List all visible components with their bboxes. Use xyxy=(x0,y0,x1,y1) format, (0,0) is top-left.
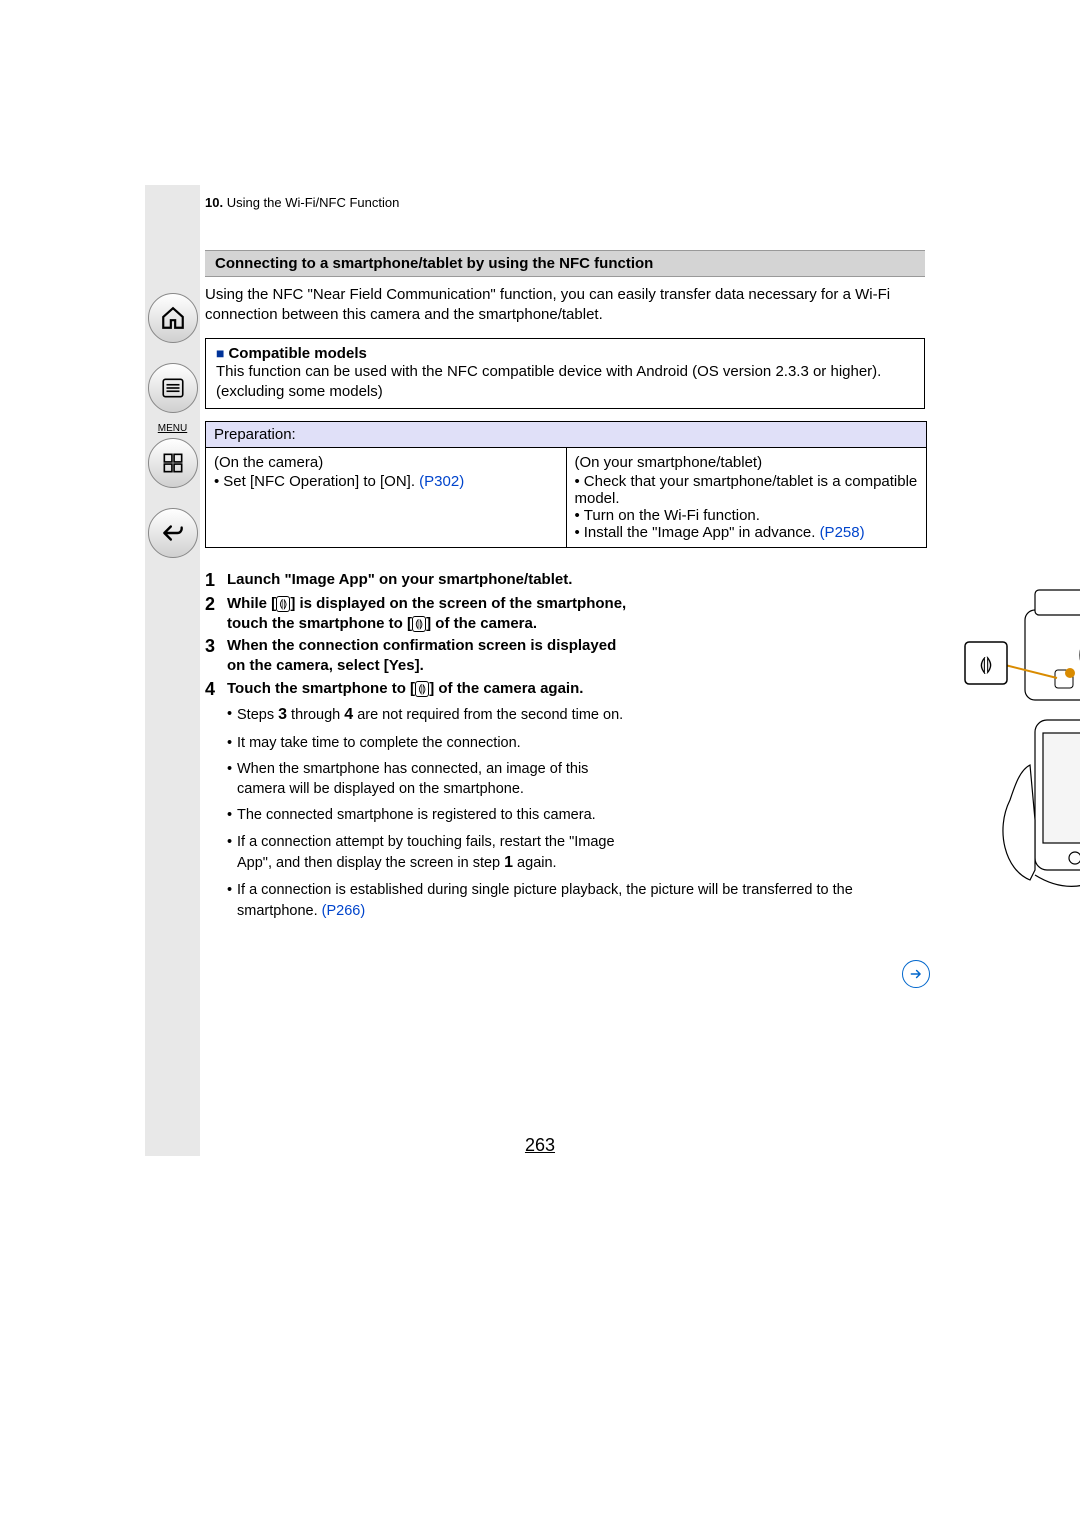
menu-label: MENU xyxy=(145,423,200,434)
prep-phone-title: (On your smartphone/tablet) xyxy=(575,454,919,471)
page: MENU 10. Using the Wi-Fi/NFC Function Co… xyxy=(0,0,1080,1526)
list-icon xyxy=(160,375,186,401)
grid-icon xyxy=(160,450,186,476)
page-number: 263 xyxy=(0,1135,1080,1156)
link-p302[interactable]: (P302) xyxy=(419,473,464,490)
svg-text:⟬⟭: ⟬⟭ xyxy=(979,654,992,674)
section-title: Connecting to a smartphone/tablet by usi… xyxy=(205,250,925,277)
prep-camera-col: (On the camera) Set [NFC Operation] to [… xyxy=(206,448,566,547)
note-item: If a connection is established during si… xyxy=(227,880,917,921)
notes-list: Steps 3 through 4 are not required from … xyxy=(227,704,635,921)
note-item: It may take time to complete the connect… xyxy=(227,733,635,753)
toc-button[interactable] xyxy=(148,363,198,413)
compatible-body: This function can be used with the NFC c… xyxy=(216,362,914,403)
step-1: 1 Launch "Image App" on your smartphone/… xyxy=(205,570,635,592)
nfc-icon: ⟬⟭ xyxy=(415,681,429,697)
link-p266[interactable]: (P266) xyxy=(322,903,366,919)
link-p258[interactable]: (P258) xyxy=(820,524,865,541)
step-2: 2 While [⟬⟭] is displayed on the screen … xyxy=(205,594,635,635)
square-bullet-icon: ■ xyxy=(216,345,224,361)
note-item: The connected smartphone is registered t… xyxy=(227,805,635,825)
preparation-table: Preparation: (On the camera) Set [NFC Op… xyxy=(205,421,927,548)
note-item: Steps 3 through 4 are not required from … xyxy=(227,704,635,726)
arrow-right-icon xyxy=(909,967,923,981)
nfc-illustration: ⟬⟭ xyxy=(935,570,1080,900)
intro-text: Using the NFC "Near Field Communication"… xyxy=(205,285,925,326)
prep-phone-col: (On your smartphone/tablet) Check that y… xyxy=(566,448,927,547)
step-3: 3 When the connection confirmation scree… xyxy=(205,636,635,677)
compatible-heading: Compatible models xyxy=(228,345,366,362)
note-item: When the smartphone has connected, an im… xyxy=(227,759,635,800)
preparation-heading: Preparation: xyxy=(206,422,926,448)
next-page-button[interactable] xyxy=(902,960,930,988)
step-4: 4 Touch the smartphone to [⟬⟭] of the ca… xyxy=(205,679,635,701)
note-item: If a connection attempt by touching fail… xyxy=(227,832,635,875)
prep-phone-item: Check that your smartphone/tablet is a c… xyxy=(575,473,919,507)
home-icon xyxy=(160,305,186,331)
back-icon xyxy=(160,520,186,546)
chapter-title: Using the Wi-Fi/NFC Function xyxy=(227,195,400,210)
steps: 1 Launch "Image App" on your smartphone/… xyxy=(205,570,925,921)
prep-phone-item: Install the "Image App" in advance. (P25… xyxy=(575,524,919,541)
prep-camera-title: (On the camera) xyxy=(214,454,558,471)
home-button[interactable] xyxy=(148,293,198,343)
sidebar: MENU xyxy=(145,185,200,1156)
prep-phone-item: Turn on the Wi-Fi function. xyxy=(575,507,919,524)
menu-button[interactable] xyxy=(148,438,198,488)
nfc-icon: ⟬⟭ xyxy=(412,616,426,632)
compatible-box: ■Compatible models This function can be … xyxy=(205,338,925,410)
chapter-heading: 10. Using the Wi-Fi/NFC Function xyxy=(205,195,925,210)
chapter-number: 10. xyxy=(205,195,223,210)
content: 10. Using the Wi-Fi/NFC Function Connect… xyxy=(205,195,925,927)
prep-camera-item: Set [NFC Operation] to [ON]. (P302) xyxy=(214,473,558,490)
nfc-icon: ⟬⟭ xyxy=(276,596,290,612)
back-button[interactable] xyxy=(148,508,198,558)
